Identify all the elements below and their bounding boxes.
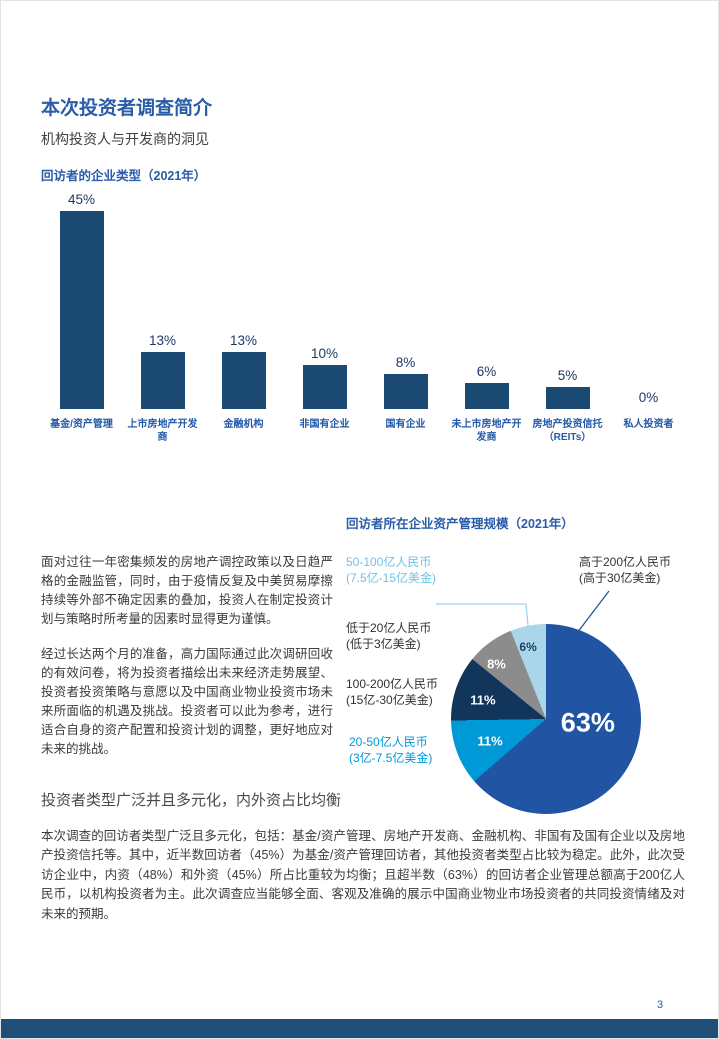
bar-category-label: 未上市房地产开发商 — [451, 419, 522, 443]
bar-column: 13% 金融机构 — [203, 191, 284, 444]
bar-chart: 45% 基金/资产管理 13% 上市房地产开发商 13% 金融机构 10% 非国… — [41, 191, 689, 444]
bar — [59, 211, 104, 409]
bar — [302, 365, 347, 409]
bar-value-label: 13% — [148, 332, 177, 348]
bar — [140, 351, 185, 409]
bar-column: 13% 上市房地产开发商 — [122, 191, 203, 444]
paragraph-2: 经过长达两个月的准备，高力国际通过此次调研回收的有效问卷，将为投资者描绘出未来经… — [41, 647, 333, 756]
bar-column: 45% 基金/资产管理 — [41, 191, 122, 444]
bar-category-label: 房地产投资信托（REITs） — [532, 419, 603, 443]
bar-category-label: 非国有企业 — [299, 419, 350, 430]
bar-value-label: 45% — [67, 192, 96, 207]
bar-category-label: 基金/资产管理 — [50, 419, 113, 430]
pie-pct-63: 63% — [560, 707, 615, 738]
bar — [545, 387, 590, 409]
footer-bar — [1, 1019, 718, 1038]
pie-pct-11-cyan: 11% — [477, 733, 503, 748]
bar-category-label: 私人投资者 — [623, 419, 674, 430]
bar-value-label: 6% — [476, 363, 497, 379]
pie-label-20-50: 20-50亿人民币 (3亿-7.5亿美金) — [349, 735, 433, 765]
bar-column: 6% 未上市房地产开发商 — [446, 191, 527, 444]
bar-category-label: 国有企业 — [385, 419, 426, 430]
pie-chart-title: 回访者所在企业资产管理规模（2021年） — [346, 517, 574, 531]
bar-chart-title: 回访者的企业类型（2021年） — [41, 169, 207, 183]
pie-chart-area: 50-100亿人民币 (7.5亿-15亿美金) 高于200亿人民币 (高于30亿… — [341, 549, 707, 817]
paragraph-1: 面对过往一年密集频发的房地产调控政策以及日趋严格的金融监管，同时，由于疫情反复及… — [41, 555, 333, 626]
pie-label-100-200: 100-200亿人民币 (15亿-30亿美金) — [346, 677, 439, 707]
section-heading: 投资者类型广泛并且多元化，内外资占比均衡 — [41, 792, 342, 809]
bar-column: 5% 房地产投资信托（REITs） — [527, 191, 608, 444]
bar — [383, 373, 428, 409]
bar-category-label: 金融机构 — [223, 419, 264, 430]
bar-value-label: 8% — [395, 354, 416, 370]
bar-value-label: 10% — [310, 346, 339, 361]
bar — [221, 351, 266, 409]
bar-value-label: 0% — [638, 390, 659, 405]
bar-column: 8% 国有企业 — [365, 191, 446, 444]
pie-label-50-100: 50-100亿人民币 (7.5亿-15亿美金) — [346, 555, 437, 585]
bar-value-label: 13% — [229, 332, 258, 348]
page-subtitle: 机构投资人与开发商的洞见 — [41, 131, 209, 147]
pie-pct-8: 8% — [487, 656, 506, 672]
pie-pct-6: 6% — [519, 640, 537, 655]
bar-value-label: 5% — [557, 368, 578, 383]
bar-column: 10% 非国有企业 — [284, 191, 365, 444]
pie-pct-11-navy: 11% — [470, 692, 496, 708]
page-number: 3 — [657, 999, 664, 1011]
pie-chart — [451, 624, 641, 814]
section-body: 本次调查的回访者类型广泛且多元化，包括：基金/资产管理、房地产开发商、金融机构、… — [41, 829, 685, 921]
bar — [464, 382, 509, 409]
pie-label-under-20: 低于20亿人民币 (低于3亿美金) — [346, 621, 432, 651]
pie-label-over-200: 高于200亿人民币 (高于30亿美金) — [579, 555, 672, 585]
bar-column: 0% 私人投资者 — [608, 191, 689, 444]
intro-paragraphs: 面对过往一年密集频发的房地产调控政策以及日趋严格的金融监管，同时，由于疫情反复及… — [41, 553, 333, 775]
bar-category-label: 上市房地产开发商 — [127, 419, 198, 443]
page-title: 本次投资者调查简介 — [41, 98, 213, 119]
